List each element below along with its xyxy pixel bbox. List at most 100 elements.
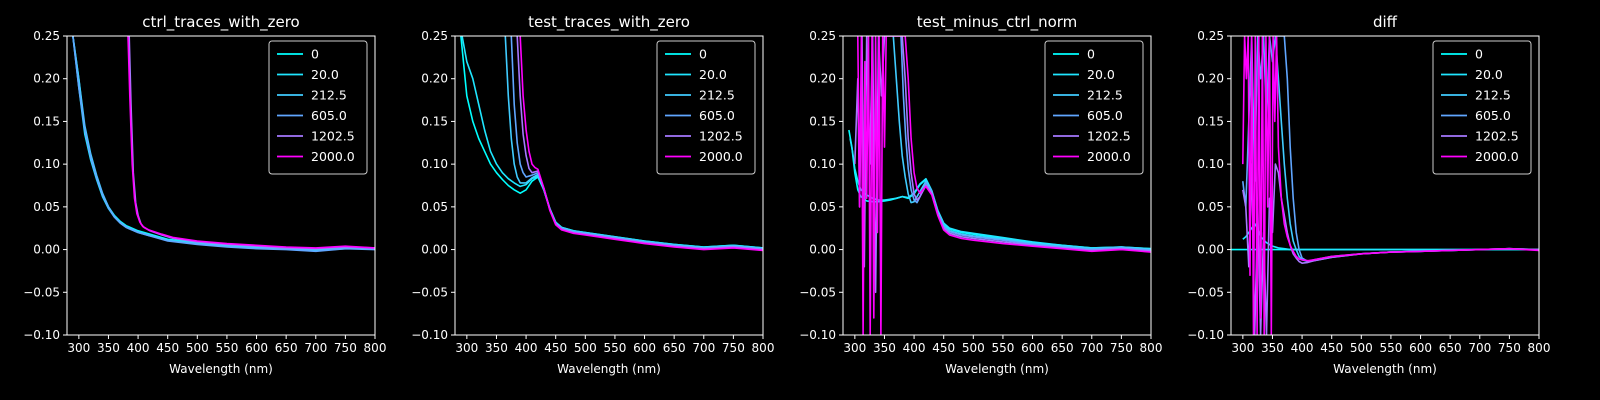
legend-entry: 1202.5	[311, 129, 355, 144]
x-tick-label: 550	[1379, 341, 1402, 355]
chart-panel-4: 300 350 400 450 500 550 600 650 700 750 800 −0.10 −0…	[1187, 13, 1550, 376]
y-tick-label: 0.20	[33, 72, 60, 86]
series-line-1	[1242, 223, 1539, 251]
chart-title: ctrl_traces_with_zero	[142, 13, 299, 32]
x-tick-label: 400	[903, 341, 926, 355]
y-tick-label: 0.20	[1197, 72, 1224, 86]
x-tick-label: 600	[245, 341, 268, 355]
legend: 0 20.0 212.5 605.0 1202.5 2000.0	[268, 40, 368, 175]
y-tick-label: −0.10	[411, 328, 448, 342]
x-tick-label: 350	[97, 341, 120, 355]
x-tick-label: 500	[574, 341, 597, 355]
y-tick-label: 0.25	[809, 29, 836, 43]
x-tick-label: 750	[1110, 341, 1133, 355]
plot-frame	[842, 35, 1152, 336]
y-tick-label: 0.25	[421, 29, 448, 43]
series-line-1	[461, 36, 763, 249]
y-tick-label: −0.10	[1187, 328, 1224, 342]
series-line-5	[519, 36, 763, 252]
legend-entry: 2000.0	[699, 149, 743, 164]
y-tick-label: 0.20	[421, 72, 448, 86]
legend-entry: 605.0	[699, 108, 735, 123]
y-tick-label: 0.10	[421, 157, 448, 171]
x-tick-label: 700	[304, 341, 327, 355]
y-tick-label: 0.10	[1197, 157, 1224, 171]
x-tick-label: 400	[515, 341, 538, 355]
x-tick-label: 300	[1231, 341, 1254, 355]
y-tick-label: 0.05	[33, 200, 60, 214]
y-tick-label: 0.00	[809, 243, 836, 257]
chart-panel-3: 300 350 400 450 500 550 600 650 700 750 800 −0.10 −0…	[799, 13, 1162, 376]
chart-panel-2: 300 350 400 450 500 550 600 650 700 750 800 −0.10 −0…	[411, 13, 774, 376]
y-tick-label: 0.10	[809, 157, 836, 171]
series-line-3	[72, 36, 375, 253]
x-tick-label: 600	[1409, 341, 1432, 355]
legend: 0 20.0 212.5 605.0 1202.5 2000.0	[1044, 40, 1144, 175]
x-tick-label: 650	[1439, 341, 1462, 355]
y-tick-label: 0.00	[1197, 243, 1224, 257]
y-tick-label: 0.15	[33, 114, 60, 128]
chart-title: test_traces_with_zero	[528, 13, 690, 32]
plot-frame	[66, 35, 376, 336]
x-tick-label: 550	[991, 341, 1014, 355]
y-tick-label: 0.15	[809, 114, 836, 128]
x-tick-label: 800	[364, 341, 387, 355]
legend-entry: 212.5	[1475, 88, 1511, 103]
y-tick-label: 0.25	[33, 29, 60, 43]
y-tick-label: 0.05	[809, 200, 836, 214]
x-tick-label: 500	[186, 341, 209, 355]
legend-entry: 0	[1475, 47, 1483, 62]
plot-frame	[1230, 35, 1540, 336]
x-tick-label: 800	[752, 341, 775, 355]
legend-entry: 1202.5	[1475, 129, 1519, 144]
legend-entry: 605.0	[311, 108, 347, 123]
x-tick-label: 450	[932, 341, 955, 355]
series-line-5	[127, 36, 375, 249]
x-tick-label: 500	[962, 341, 985, 355]
x-tick-label: 350	[873, 341, 896, 355]
legend-entry: 1202.5	[1087, 129, 1131, 144]
x-tick-label: 800	[1528, 341, 1551, 355]
legend-entry: 20.0	[699, 67, 727, 82]
legend-entry: 2000.0	[1475, 149, 1519, 164]
legend-entry: 2000.0	[311, 149, 355, 164]
x-tick-label: 450	[544, 341, 567, 355]
x-tick-label: 300	[843, 341, 866, 355]
x-tick-label: 450	[1320, 341, 1343, 355]
legend-entry: 0	[1087, 47, 1095, 62]
x-tick-label: 650	[663, 341, 686, 355]
x-tick-label: 400	[127, 341, 150, 355]
y-tick-label: 0.05	[1197, 200, 1224, 214]
x-tick-label: 400	[1291, 341, 1314, 355]
y-tick-label: −0.10	[23, 328, 60, 342]
series-line-2	[72, 36, 375, 251]
x-tick-label: 300	[455, 341, 478, 355]
x-tick-label: 550	[603, 341, 626, 355]
y-tick-label: 0.05	[421, 200, 448, 214]
chart-title: diff	[1373, 13, 1398, 31]
x-axis-label: Wavelength (nm)	[557, 362, 661, 376]
x-tick-label: 350	[1261, 341, 1284, 355]
series-group	[1231, 36, 1539, 335]
x-tick-label: 350	[485, 341, 508, 355]
legend-entry: 212.5	[699, 88, 735, 103]
legend-entry: 20.0	[1475, 67, 1503, 82]
y-tick-label: 0.00	[421, 243, 448, 257]
legend: 0 20.0 212.5 605.0 1202.5 2000.0	[656, 40, 756, 175]
chart-panel-1: 300 350 400 450 500 550 600 650 700 750 800 −0.10 −0…	[23, 13, 386, 376]
x-tick-label: 450	[156, 341, 179, 355]
legend-entry: 1202.5	[699, 129, 743, 144]
x-axis-label: Wavelength (nm)	[169, 362, 273, 376]
legend-entry: 20.0	[1087, 67, 1115, 82]
x-axis-label: Wavelength (nm)	[1333, 362, 1437, 376]
x-tick-label: 700	[1080, 341, 1103, 355]
x-tick-label: 600	[633, 341, 656, 355]
y-tick-label: 0.25	[1197, 29, 1224, 43]
plot-frame	[454, 35, 764, 336]
y-tick-label: 0.00	[33, 243, 60, 257]
x-tick-label: 650	[1051, 341, 1074, 355]
legend-entry: 20.0	[311, 67, 339, 82]
legend-entry: 0	[699, 47, 707, 62]
y-tick-label: −0.10	[799, 328, 836, 342]
series-line-5	[857, 36, 1151, 335]
